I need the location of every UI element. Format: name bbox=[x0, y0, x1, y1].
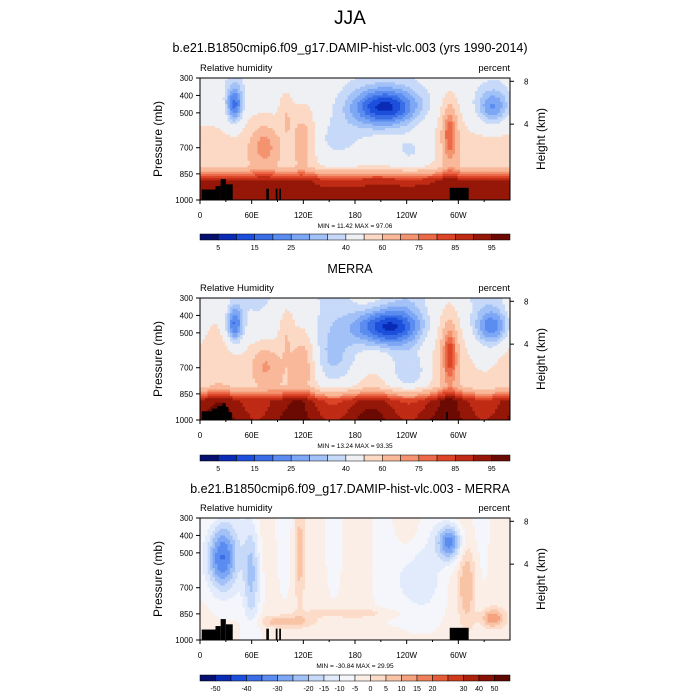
units-label: percent bbox=[478, 63, 510, 74]
heatmap-field bbox=[200, 78, 510, 200]
panel-title: b.e21.B1850cmip6.f09_g17.DAMIP-hist-vlc.… bbox=[172, 41, 527, 55]
panel-1: b.e21.B1850cmip6.f09_g17.DAMIP-hist-vlc.… bbox=[151, 41, 548, 252]
variable-label: Relative humidity bbox=[200, 63, 273, 74]
